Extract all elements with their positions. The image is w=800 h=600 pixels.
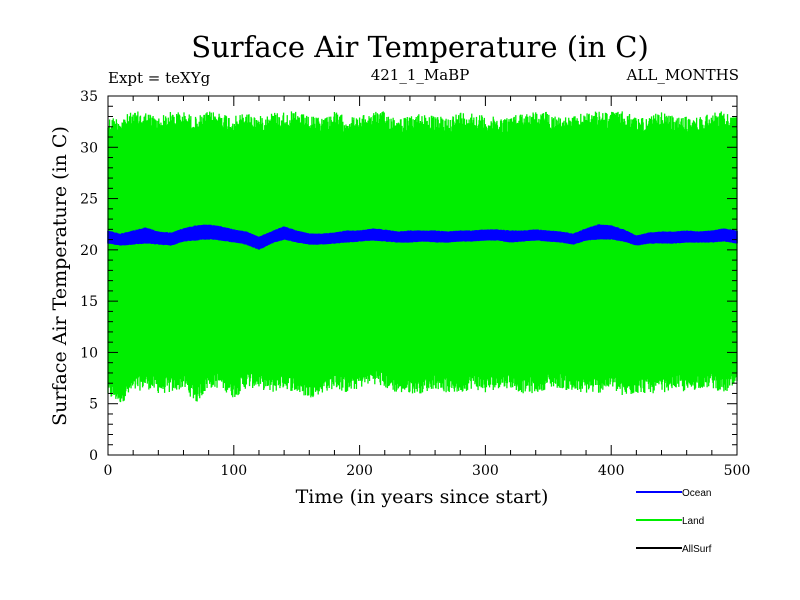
y-tick-label: 0 (89, 448, 98, 464)
y-tick-label: 30 (80, 140, 98, 156)
series-ocean-line (107, 224, 738, 250)
y-tick-label: 20 (80, 243, 98, 259)
x-tick-label: 400 (598, 463, 625, 479)
x-axis-label: Time (in years since start) (296, 486, 549, 508)
y-tick-label: 10 (80, 345, 98, 361)
plot-frame (107, 95, 738, 456)
ticks-layer: 0 100 200 300 400 500 0 5 10 15 20 25 30 35 (80, 89, 750, 479)
chart-title: Surface Air Temperature (in C) (191, 30, 649, 64)
x-tick-label: 300 (472, 463, 499, 479)
series-layer (107, 111, 738, 403)
x-tick-label: 100 (220, 463, 247, 479)
x-tick-label: 500 (724, 463, 751, 479)
legend: Ocean Land AllSurf (636, 488, 712, 555)
chart-subtitle-right: ALL_MONTHS (626, 66, 739, 84)
y-tick-label: 15 (80, 294, 98, 310)
chart-subtitle-left: Expt = teXYg (108, 69, 211, 87)
y-tick-label: 25 (80, 192, 98, 208)
legend-label-allsurf: AllSurf (682, 544, 712, 555)
y-axis-label: Surface Air Temperature (in C) (49, 126, 71, 426)
x-tick-label: 0 (104, 463, 113, 479)
y-tick-label: 35 (80, 89, 98, 105)
legend-label-land: Land (682, 516, 704, 527)
series-land-line (107, 111, 738, 403)
x-tick-label: 200 (346, 463, 373, 479)
y-tick-label: 5 (89, 397, 98, 413)
axes-layer (107, 95, 738, 456)
legend-label-ocean: Ocean (682, 488, 711, 499)
chart-subtitle-center: 421_1_MaBP (371, 66, 470, 84)
